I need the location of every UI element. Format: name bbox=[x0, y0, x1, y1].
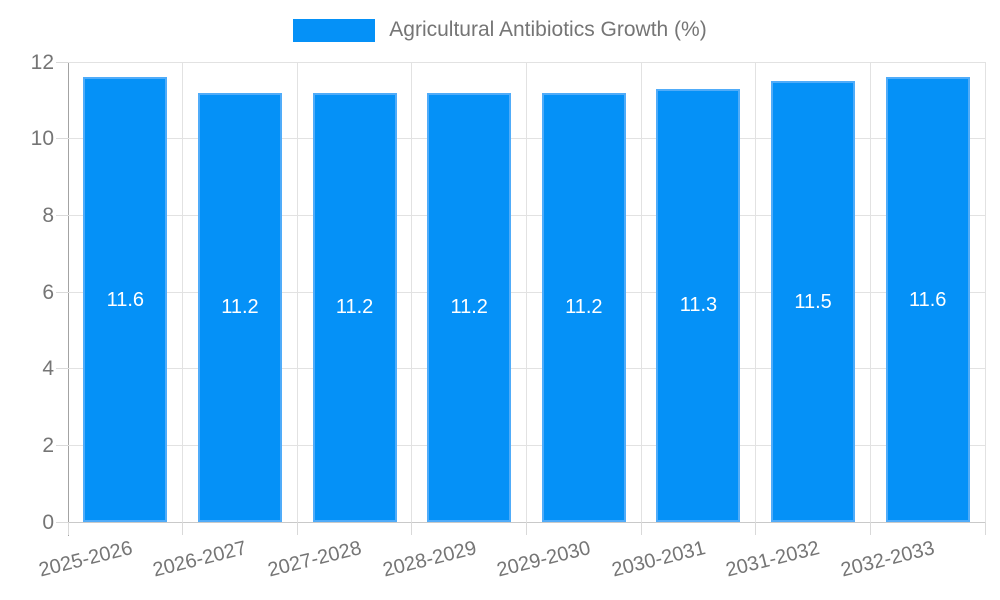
bar-value-label: 11.2 bbox=[450, 296, 488, 319]
x-tick-mark bbox=[296, 522, 298, 535]
bar-value-label: 11.3 bbox=[679, 294, 718, 317]
x-axis-line bbox=[56, 522, 985, 523]
x-tick-mark bbox=[67, 522, 69, 535]
x-tick-mark bbox=[755, 522, 757, 535]
x-axis-tick-label: 2027-2028 bbox=[265, 537, 364, 582]
bar-value-label: 11.6 bbox=[106, 288, 145, 311]
y-tick-mark bbox=[56, 214, 68, 216]
y-axis-line bbox=[68, 62, 69, 536]
x-tick-mark bbox=[869, 522, 871, 535]
bar[interactable]: 11.5 bbox=[771, 81, 856, 522]
bar[interactable]: 11.6 bbox=[83, 77, 168, 522]
y-axis-tick-label: 6 bbox=[42, 280, 54, 304]
v-gridline bbox=[755, 62, 757, 522]
y-tick-mark bbox=[56, 368, 68, 370]
legend-label: Agricultural Antibiotics Growth (%) bbox=[389, 18, 707, 41]
bar[interactable]: 11.2 bbox=[427, 92, 512, 522]
y-axis-tick-label: 4 bbox=[42, 357, 54, 381]
x-axis-tick-label: 2030-2031 bbox=[609, 537, 708, 582]
v-gridline bbox=[640, 62, 642, 522]
x-axis-tick-label: 2025-2026 bbox=[36, 537, 135, 582]
bar[interactable]: 11.6 bbox=[885, 77, 970, 522]
bar[interactable]: 11.2 bbox=[312, 92, 397, 522]
v-gridline bbox=[182, 62, 184, 522]
x-tick-mark bbox=[984, 522, 986, 535]
y-axis-tick-label: 0 bbox=[42, 510, 54, 534]
x-tick-mark bbox=[182, 522, 184, 535]
bar[interactable]: 11.3 bbox=[656, 88, 741, 522]
bar-value-label: 11.2 bbox=[565, 296, 603, 319]
y-axis-tick-label: 8 bbox=[42, 203, 54, 227]
bar-value-label: 11.6 bbox=[908, 288, 947, 311]
legend-swatch-icon bbox=[293, 18, 376, 42]
bar-value-label: 11.2 bbox=[221, 296, 259, 319]
v-gridline bbox=[411, 62, 413, 522]
bar[interactable]: 11.2 bbox=[197, 92, 282, 522]
y-tick-mark bbox=[56, 521, 68, 523]
x-axis-tick-label: 2026-2027 bbox=[150, 537, 250, 582]
y-axis-tick-label: 12 bbox=[30, 50, 54, 74]
v-gridline bbox=[984, 62, 986, 522]
chart-legend[interactable]: Agricultural Antibiotics Growth (%) bbox=[0, 18, 1000, 42]
v-gridline bbox=[296, 62, 298, 522]
x-axis-tick-label: 2028-2029 bbox=[380, 537, 479, 582]
x-tick-mark bbox=[640, 522, 642, 535]
x-tick-mark bbox=[411, 522, 413, 535]
x-tick-mark bbox=[526, 522, 527, 535]
x-axis-tick-label: 2029-2030 bbox=[494, 537, 593, 582]
y-tick-mark bbox=[56, 444, 68, 446]
y-tick-mark bbox=[56, 291, 68, 293]
x-axis-tick-label: 2032-2033 bbox=[838, 537, 937, 582]
v-gridline bbox=[869, 62, 871, 522]
x-axis-tick-label: 2031-2032 bbox=[724, 537, 823, 582]
bar[interactable]: 11.2 bbox=[541, 92, 626, 522]
v-gridline bbox=[526, 62, 527, 522]
y-tick-mark bbox=[56, 61, 68, 63]
y-axis-tick-label: 10 bbox=[30, 127, 54, 151]
y-tick-mark bbox=[56, 138, 68, 140]
plot-area: 11.6 11.2 11.2 11.2 11.2 11.3 11.5 11.6 bbox=[68, 61, 986, 522]
bar-value-label: 11.2 bbox=[335, 296, 374, 319]
bar-value-label: 11.5 bbox=[794, 290, 832, 313]
y-axis-tick-label: 2 bbox=[42, 433, 54, 457]
